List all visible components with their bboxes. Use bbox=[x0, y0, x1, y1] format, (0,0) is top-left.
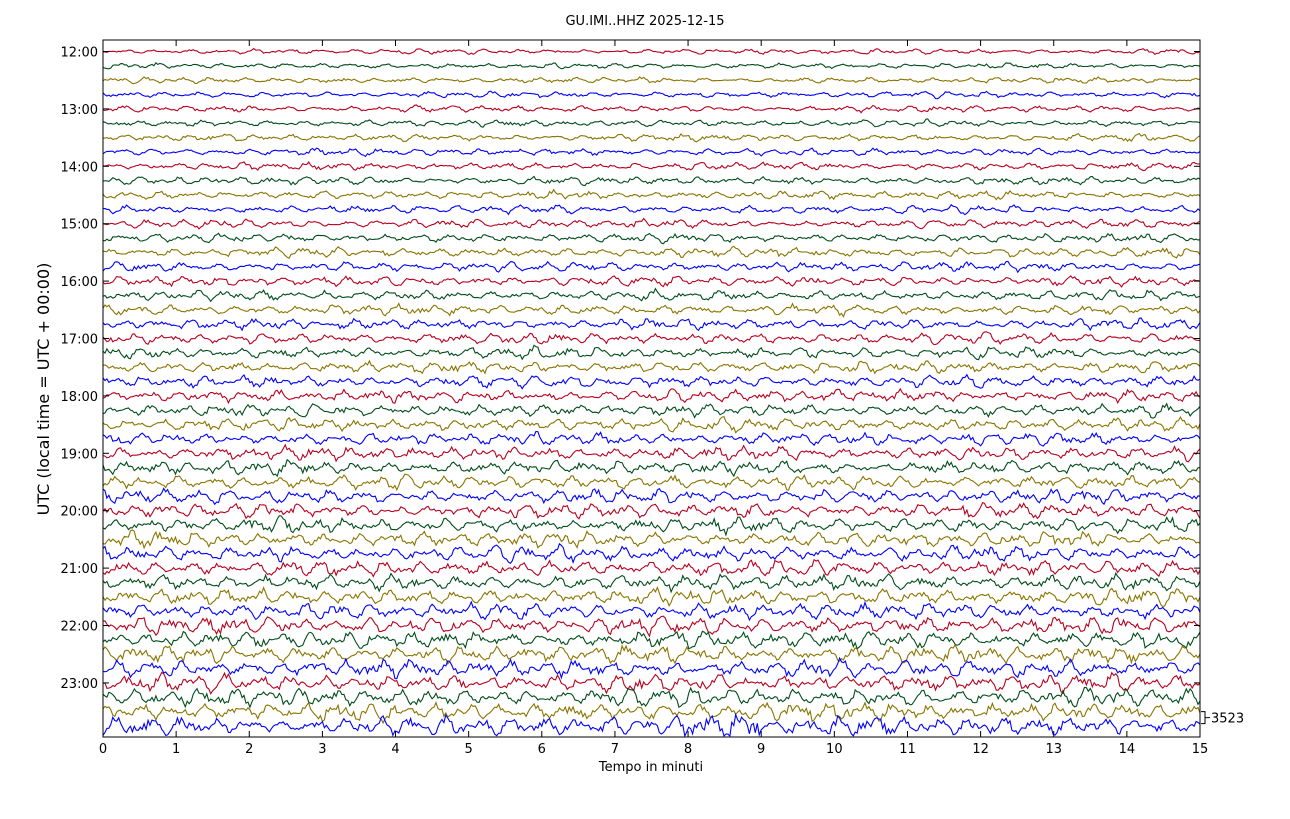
seismic-trace bbox=[102, 542, 1201, 565]
chart-title: GU.IMI..HHZ 2025-12-15 bbox=[565, 14, 724, 29]
seismic-trace bbox=[102, 515, 1201, 537]
seismic-trace bbox=[102, 458, 1201, 478]
y-axis-label: UTC (local time = UTC + 00:00) bbox=[34, 263, 53, 516]
y-tick-label: 15:00 bbox=[61, 218, 98, 233]
seismic-trace bbox=[102, 701, 1201, 725]
seismic-trace bbox=[102, 104, 1201, 114]
seismic-trace bbox=[102, 387, 1201, 405]
trace-group bbox=[102, 47, 1201, 738]
seismic-trace bbox=[102, 529, 1201, 550]
x-tick-label: 12 bbox=[972, 742, 989, 757]
amplitude-scale-bar: 3523 bbox=[1201, 711, 1244, 727]
x-tick-label: 9 bbox=[757, 742, 765, 757]
y-tick-label: 16:00 bbox=[61, 275, 98, 290]
seismic-trace bbox=[102, 217, 1201, 230]
seismic-trace bbox=[102, 275, 1201, 288]
seismic-trace bbox=[102, 630, 1201, 650]
seismic-trace bbox=[102, 175, 1201, 187]
x-tick-label: 4 bbox=[391, 742, 399, 757]
seismic-trace bbox=[102, 331, 1201, 346]
seismic-trace bbox=[102, 232, 1201, 245]
seismic-trace bbox=[102, 359, 1201, 375]
seismic-trace bbox=[102, 161, 1201, 172]
x-tick-label: 8 bbox=[684, 742, 692, 757]
seismic-trace bbox=[102, 402, 1201, 419]
y-tick-label: 13:00 bbox=[61, 103, 98, 118]
y-tick-label: 23:00 bbox=[61, 677, 98, 692]
seismic-trace bbox=[102, 586, 1201, 608]
seismic-trace bbox=[102, 147, 1201, 158]
seismic-trace bbox=[102, 571, 1201, 594]
y-tick-label: 21:00 bbox=[61, 562, 98, 577]
y-tick-label: 22:00 bbox=[61, 620, 98, 635]
y-tick-label: 17:00 bbox=[61, 333, 98, 348]
seismic-trace bbox=[102, 344, 1201, 361]
seismic-trace bbox=[102, 132, 1201, 143]
x-tick-label: 3 bbox=[318, 742, 326, 757]
y-tick-label: 19:00 bbox=[61, 447, 98, 462]
seismic-trace bbox=[103, 671, 1201, 695]
seismic-trace bbox=[102, 47, 1201, 56]
seismic-trace bbox=[102, 443, 1201, 463]
x-tick-label: 5 bbox=[465, 742, 473, 757]
x-tick-label: 2 bbox=[245, 742, 253, 757]
x-tick-label: 7 bbox=[611, 742, 619, 757]
scale-bar-label: 3523 bbox=[1211, 712, 1244, 727]
seismic-trace bbox=[102, 76, 1201, 85]
scale-bar-mark bbox=[1201, 711, 1210, 725]
x-tick-label: 0 bbox=[99, 742, 107, 757]
seismic-trace bbox=[102, 203, 1201, 216]
y-axis: 12:00 13:00 14:00 15:00 16:00 17:00 18:00 19:00… bbox=[61, 46, 1200, 692]
y-tick-label: 14:00 bbox=[61, 160, 98, 175]
x-axis: 0 1 2 3 4 5 6 7 8 9 10 11 12 13 14 15 bbox=[99, 40, 1208, 757]
seismic-trace bbox=[102, 643, 1201, 666]
x-tick-label: 13 bbox=[1045, 742, 1062, 757]
seismic-trace bbox=[102, 317, 1201, 332]
y-tick-label: 20:00 bbox=[61, 505, 98, 520]
seismic-trace bbox=[102, 287, 1201, 303]
seismic-trace bbox=[102, 686, 1201, 709]
seismic-trace bbox=[102, 487, 1201, 506]
seismic-trace bbox=[102, 188, 1201, 201]
seismic-trace bbox=[102, 656, 1201, 680]
seismic-trace bbox=[102, 118, 1201, 128]
x-tick-label: 6 bbox=[538, 742, 546, 757]
seismic-trace bbox=[102, 90, 1201, 100]
x-tick-label: 10 bbox=[826, 742, 843, 757]
plot-frame bbox=[102, 39, 1201, 738]
seismic-trace bbox=[102, 415, 1201, 434]
seismic-trace bbox=[102, 501, 1201, 520]
x-tick-label: 14 bbox=[1119, 742, 1136, 757]
x-tick-label: 11 bbox=[899, 742, 916, 757]
seismic-trace bbox=[102, 260, 1201, 274]
x-tick-label: 1 bbox=[172, 742, 180, 757]
seismic-trace bbox=[102, 600, 1201, 622]
seismic-trace bbox=[102, 473, 1201, 492]
seismic-trace bbox=[102, 430, 1201, 447]
x-tick-label: 15 bbox=[1192, 742, 1209, 757]
seismic-trace bbox=[102, 302, 1201, 318]
seismic-trace bbox=[102, 61, 1201, 70]
seismic-trace bbox=[102, 615, 1201, 638]
seismic-trace bbox=[102, 712, 1201, 738]
seismic-trace bbox=[102, 245, 1201, 259]
x-axis-label: Tempo in minuti bbox=[598, 760, 703, 775]
seismic-trace bbox=[102, 373, 1201, 390]
y-tick-label: 18:00 bbox=[61, 390, 98, 405]
seismic-trace bbox=[102, 558, 1201, 578]
y-tick-label: 12:00 bbox=[61, 46, 98, 61]
